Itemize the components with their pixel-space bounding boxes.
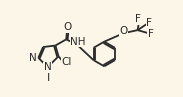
Text: N: N xyxy=(29,53,37,63)
Text: I: I xyxy=(47,73,50,83)
Text: Cl: Cl xyxy=(62,57,72,67)
Text: O: O xyxy=(63,22,71,32)
Text: F: F xyxy=(135,14,141,24)
Text: O: O xyxy=(119,26,128,36)
Text: NH: NH xyxy=(70,37,86,47)
Text: N: N xyxy=(44,62,52,72)
Text: F: F xyxy=(146,18,152,28)
Text: F: F xyxy=(148,29,154,39)
